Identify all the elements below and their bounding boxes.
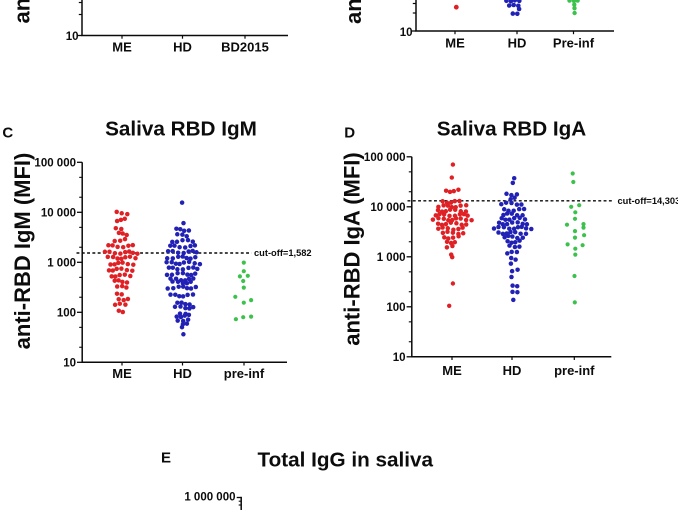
svg-text:anti-RBD IgA (MFI): anti-RBD IgA (MFI) xyxy=(340,152,365,345)
svg-text:1 000: 1 000 xyxy=(47,257,76,269)
svg-text:C: C xyxy=(2,125,13,142)
svg-text:ME: ME xyxy=(112,40,132,55)
svg-text:anti-RBD IgG (MFI): anti-RBD IgG (MFI) xyxy=(341,0,366,24)
svg-text:Total IgG in saliva: Total IgG in saliva xyxy=(258,449,434,472)
svg-text:100 000: 100 000 xyxy=(364,152,406,164)
svg-text:Saliva RBD IgM: Saliva RBD IgM xyxy=(105,118,257,141)
svg-text:cut-off=1,582: cut-off=1,582 xyxy=(254,248,312,258)
svg-text:anti-RBD IgG (MFI): anti-RBD IgG (MFI) xyxy=(10,0,35,24)
svg-text:ME: ME xyxy=(442,363,462,378)
svg-text:ME: ME xyxy=(445,36,465,51)
svg-text:100: 100 xyxy=(386,302,405,314)
svg-text:100 000: 100 000 xyxy=(34,157,76,169)
svg-text:HD: HD xyxy=(173,366,192,381)
svg-text:HD: HD xyxy=(503,363,522,378)
svg-text:ME: ME xyxy=(112,366,132,381)
svg-text:pre-inf: pre-inf xyxy=(224,366,265,381)
svg-text:Pre-inf: Pre-inf xyxy=(553,36,595,51)
svg-text:10 000: 10 000 xyxy=(41,207,76,219)
svg-text:HD: HD xyxy=(173,40,192,55)
svg-text:Saliva RBD IgA: Saliva RBD IgA xyxy=(437,118,587,141)
svg-text:D: D xyxy=(344,125,355,142)
svg-text:100: 100 xyxy=(57,307,76,319)
svg-text:HD: HD xyxy=(508,36,527,51)
svg-text:10: 10 xyxy=(66,31,79,43)
svg-text:pre-inf: pre-inf xyxy=(554,363,595,378)
svg-text:10: 10 xyxy=(63,357,76,369)
svg-text:anti-RBD IgM (MFI): anti-RBD IgM (MFI) xyxy=(10,153,35,350)
svg-text:10: 10 xyxy=(400,27,413,39)
svg-text:E: E xyxy=(161,450,171,467)
svg-text:cut-off=14,303: cut-off=14,303 xyxy=(618,196,678,206)
svg-text:10 000: 10 000 xyxy=(370,202,405,214)
svg-text:1 000: 1 000 xyxy=(377,252,406,264)
svg-text:1 000 000: 1 000 000 xyxy=(184,491,235,503)
svg-text:10: 10 xyxy=(393,352,406,364)
svg-text:BD2015: BD2015 xyxy=(221,40,269,55)
